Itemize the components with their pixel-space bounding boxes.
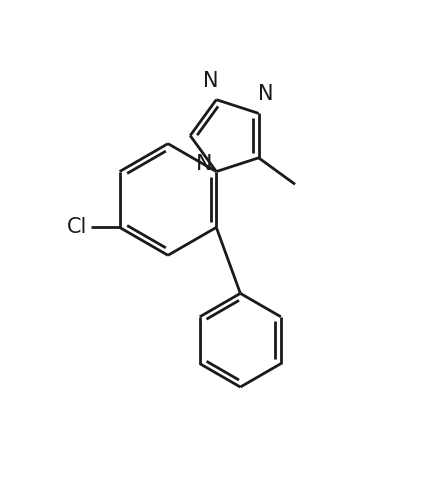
Text: Cl: Cl <box>67 217 87 238</box>
Text: N: N <box>195 155 211 174</box>
Text: N: N <box>203 71 218 91</box>
Text: N: N <box>257 84 273 104</box>
